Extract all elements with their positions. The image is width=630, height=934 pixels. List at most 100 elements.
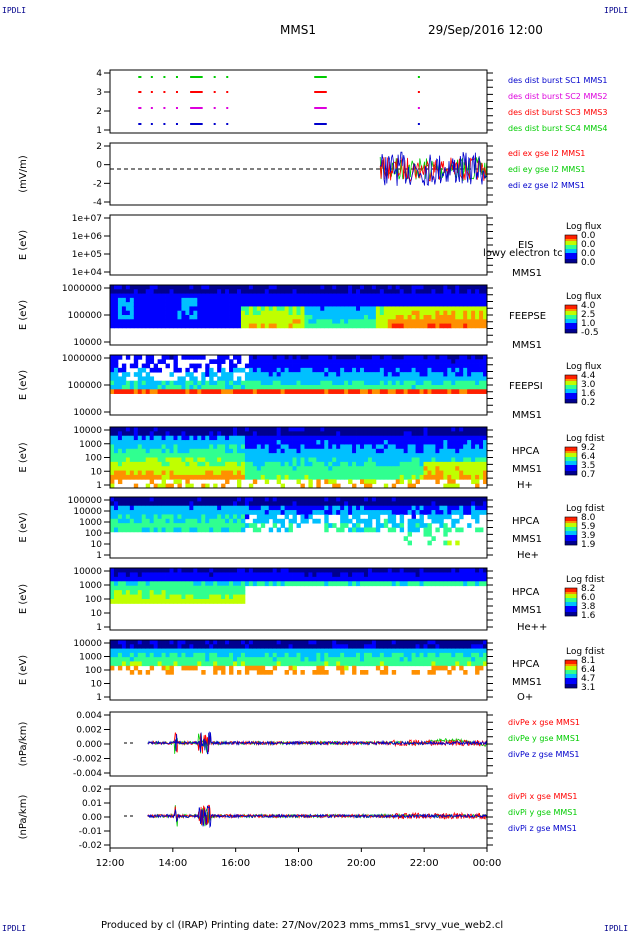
panel-hpca_h-tick-label: 1 [96,481,102,491]
panel-eis-cbar-seg [565,255,577,258]
panel-feepse-cbar-tick: 1.0 [581,319,596,329]
panel-hpca_he-cbar-seg [565,523,577,526]
panel-hpca_h-cbar-seg [565,457,577,460]
panel-hpca_hepp-cbar-seg [565,606,577,609]
panel-hpca_o-cbar-seg [565,682,577,685]
panel-eis-cbar-seg [565,245,577,248]
panel-eis-label-2: MMS1 [512,268,542,279]
panel-feepsi-cbar-frame [564,374,578,404]
burst-mark [213,123,216,125]
panel-feepsi-cbar-seg [565,375,577,378]
burst-mark [175,107,178,109]
panel-edi-tick-label: 0 [96,161,102,171]
burst-mark [138,76,142,78]
burst-mark [138,91,142,93]
spacecraft-title: MMS1 [280,23,316,37]
panel-eis-tick-label: 1e+06 [72,232,103,242]
panel-feepsi-cbar-seg [565,393,577,396]
panel-feepsi-cbar-seg [565,381,577,384]
burst-mark [163,91,166,93]
panel-eis-cbar-tick: 0.0 [581,258,596,268]
panel-feepsi-label-1: MMS1 [512,410,542,421]
burst-mark [226,76,229,78]
panel-hpca_h-tick-label: 100 [85,454,102,464]
panel-divpi-y-axis: 0.02 0.01 0.00 -0.01 -0.02 [79,785,493,851]
panel-edi-legend-0: edi ex gse l2 MMS1 [508,149,585,158]
panel-hpca_he-cbar-seg [565,521,577,524]
panel-hpca_o-cbar-frame [564,659,578,689]
burst-mark [190,91,203,93]
panel-hpca_he-cbar-seg [565,543,577,546]
panel-hpca_he-label-2: He+ [517,550,539,561]
panel-hpca_o-ylabel: E (eV) [18,655,29,685]
panel-feepsi-cbar-tick: 1.6 [581,389,596,399]
panel-eis-cbar-seg [565,259,577,262]
panel-hpca_h-cbar-seg [565,459,577,462]
panel-eis-y-axis: 1e+07 1e+06 1e+05 1e+04 [72,214,493,278]
panel-burst-legend-1: des dist burst SC2 MMS2 [508,92,607,101]
divpe-series-blue [147,731,488,755]
panel-edi-legend-1: edi ey gse l2 MMS1 [508,165,586,174]
panel-hpca_he-cbar-seg [565,541,577,544]
panel-hpca_o-cbar-tick: 3.1 [581,683,595,693]
panel-edi-ylabel: (mV/m) [18,155,29,193]
panel-hpca_he-ylabel: E (eV) [18,512,29,542]
panel-hpca_h-tick-label: 10000 [73,426,102,436]
panel-feepse-cbar-seg [565,319,577,322]
panel-hpca_hepp-cbar-seg [565,590,577,593]
panel-hpca_he-tick-label: 10 [91,540,103,550]
burst-mark [175,76,178,78]
panel-hpca_hepp-cbar-seg [565,598,577,601]
panel-feepsi-cbar-seg [565,391,577,394]
panel-hpca_o-tick-label: 1000 [79,653,102,663]
panel-hpca_hepp-cbar-seg [565,588,577,591]
panel-divpi-tick-label: -0.01 [79,827,102,837]
panel-feepse-cbar-tick: -0.5 [581,328,599,338]
panel-hpca_hepp-cbar-title: Log fdist [566,575,605,585]
panel-hpca_he-label-0: HPCA [512,516,540,527]
panel-burst-legend-3: des dist burst SC4 MMS4 [508,124,607,133]
panel-hpca_h-tick-label: 1000 [79,440,102,450]
burst-mark [150,107,153,109]
panel-feepse-cbar-seg [565,325,577,328]
panel-hpca_he-cbar-seg [565,519,577,522]
corner-tr: IPDLI [604,6,629,15]
panel-hpca_he-label-1: MMS1 [512,534,542,545]
panel-hpca_hepp-tick-label: 1000 [79,581,102,591]
panel-hpca_o-label-1: MMS1 [512,677,542,688]
panel-hpca_hepp-cbar-seg [565,614,577,617]
panel-hpca_o-cbar-seg [565,674,577,677]
panel-hpca_h-cbar-seg [565,449,577,452]
panel-feepse-cbar-seg [565,331,577,334]
panel-eis-label-1: lowy electron tc [483,248,563,259]
panel-hpca_h-cbar-tick: 3.5 [581,461,595,471]
panel-feepse-cbar-seg [565,305,577,308]
panel-feepse-cbar-tick: 4.0 [581,301,596,311]
panel-hpca_o-spectrogram [110,640,488,675]
panel-eis-cbar-seg [565,247,577,250]
burst-mark [150,76,153,78]
panel-divpi-tick-label: 0.01 [82,799,102,809]
corner-bl: IPDLI [2,924,27,933]
burst-mark [226,91,229,93]
panel-eis-cbar-tick: 0.0 [581,249,596,259]
panel-hpca_o-tick-label: 100 [85,666,102,676]
panel-hpca_o-cbar-tick: 8.1 [581,656,595,666]
burst-mark [314,107,327,109]
panel-hpca_o-tick-label: 10000 [73,639,102,649]
panel-burst-tick-label: 2 [96,107,102,117]
burst-mark [213,91,216,93]
panel-hpca_he-cbar-seg [565,531,577,534]
panel-divpi-legend-2: divPi z gse MMS1 [508,824,577,833]
panel-feepse-cbar-seg [565,317,577,320]
panel-eis-tick-label: 1e+05 [72,250,102,260]
date-title: 29/Sep/2016 12:00 [428,23,543,37]
panel-hpca_h-cbar-seg [565,469,577,472]
panel-feepsi-cbar-seg [565,377,577,380]
burst-mark [175,91,178,93]
x-tick-label: 00:00 [473,858,502,869]
